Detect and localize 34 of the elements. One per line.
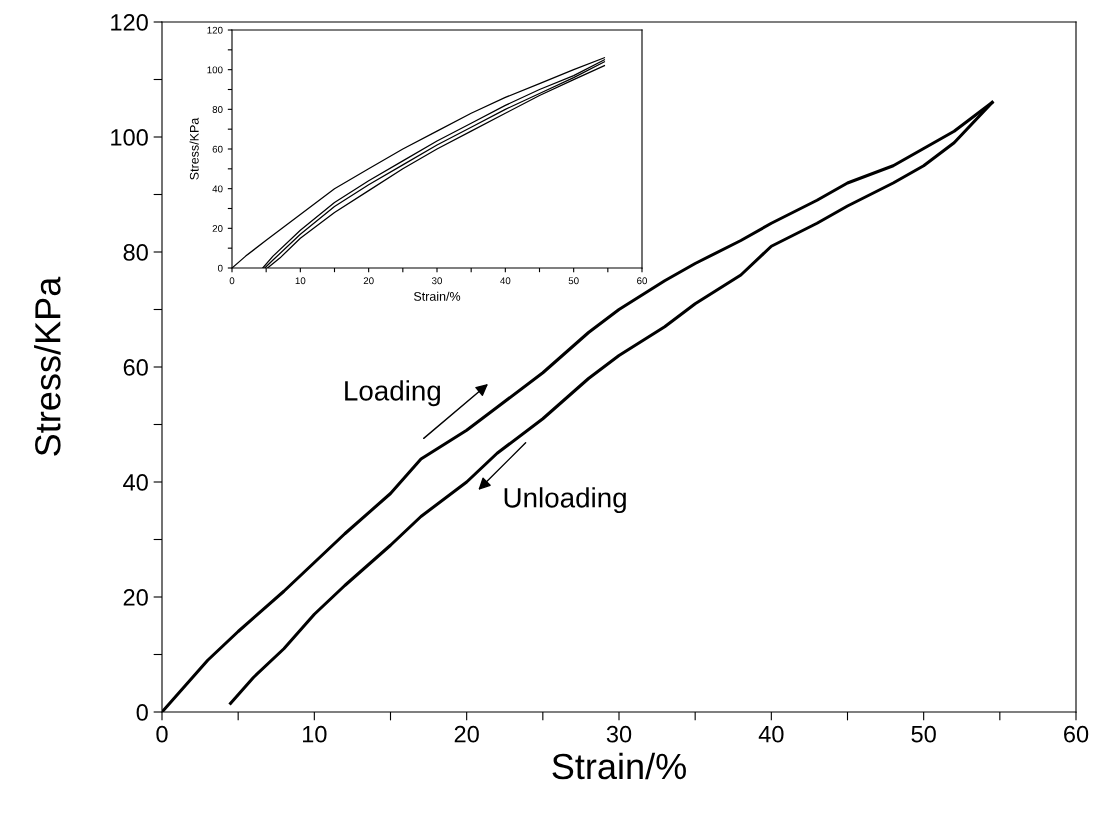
x-axis-title: Strain/% [413,291,461,301]
y-tick-label: 40 [123,474,148,491]
x-axis-title: Strain/% [552,752,686,780]
x-tick-label: 0 [156,725,168,743]
y-tick-label: 0 [217,264,223,272]
y-tick-label: 0 [136,704,148,721]
x-tick-label: 60 [1064,725,1089,743]
x-tick-label: 30 [431,277,443,285]
y-tick-label: 20 [123,589,148,606]
x-tick-label: 60 [637,277,648,285]
x-tick-label: 40 [500,277,511,285]
x-tick-label: 10 [295,277,306,285]
y-tick-label: 40 [212,185,223,193]
x-tick-label: 50 [568,277,579,285]
y-axis-title: Stress/KPa [189,117,199,180]
annotation: Unloading [504,487,626,514]
y-tick-label: 60 [123,359,148,376]
y-axis-title: Stress/KPa [34,276,61,456]
y-tick-label: 80 [123,244,148,261]
x-tick-label: 20 [363,277,374,285]
y-tick-label: 60 [212,145,223,153]
y-tick-label: 80 [212,106,223,113]
x-tick-label: 0 [229,277,235,285]
x-tick-label: 30 [606,725,632,743]
x-tick-label: 20 [454,725,479,743]
y-tick-label: 100 [111,129,148,146]
y-tick-label: 100 [207,66,223,74]
y-tick-label: 120 [207,26,223,34]
y-tick-label: 20 [212,225,223,232]
x-tick-label: 40 [758,725,784,743]
y-tick-label: 120 [111,14,148,31]
x-tick-label: 10 [303,725,327,743]
annotation: Loading [345,380,440,407]
x-tick-label: 50 [911,725,936,743]
